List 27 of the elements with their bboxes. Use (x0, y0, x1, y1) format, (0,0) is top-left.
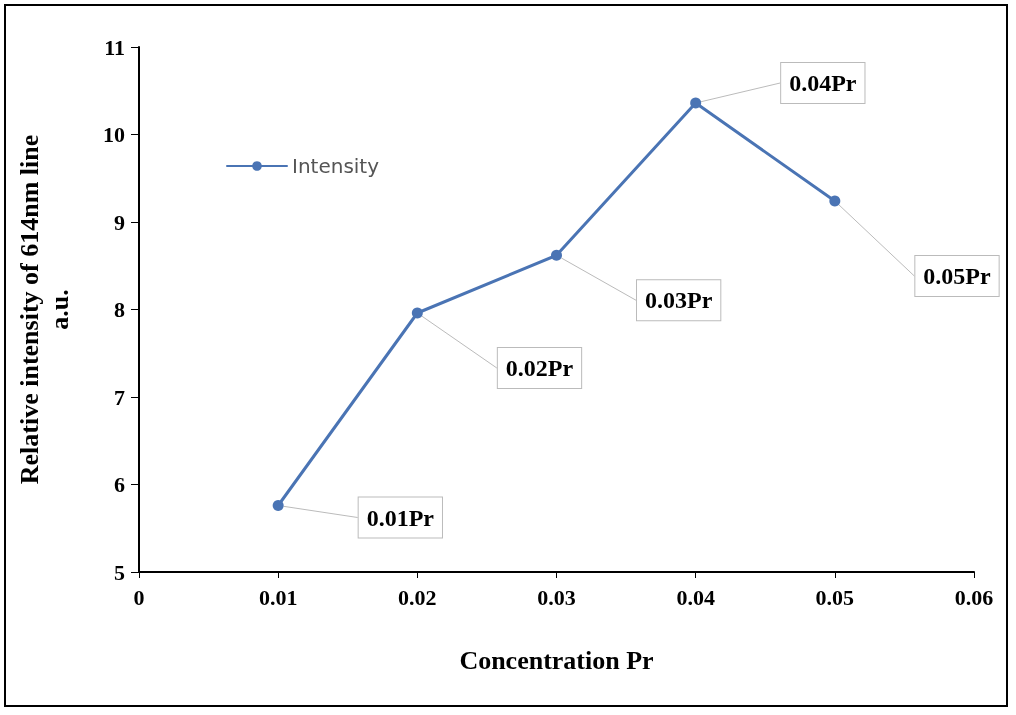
point (411, 307, 423, 319)
x-tick-label: 0.01 (258, 584, 298, 610)
y-tick-label: 10 (103, 122, 125, 147)
y-tick-label: 8 (114, 297, 125, 322)
y-tick-label: 5 (114, 559, 125, 585)
y-tick-label: 6 (114, 472, 125, 497)
annotation: 0.02Pr (505, 355, 574, 381)
y-axis-title: Relative intensity of 614nm line a.u. (14, 134, 74, 485)
annotation: 0.05Pr (923, 263, 991, 289)
x-axis-title: Concentration Pr (459, 645, 654, 675)
annotation: 0.01Pr (366, 504, 435, 531)
point (272, 500, 284, 511)
point (829, 195, 841, 207)
annotation: 0.03Pr (645, 287, 713, 314)
x-tick-label: 0.06 (954, 584, 994, 610)
x-tick-label: 0 (133, 584, 145, 610)
annotation: 0.04Pr (789, 70, 857, 96)
x-tick-label: 0.03 (537, 584, 576, 610)
point (551, 249, 562, 261)
x-tick-label: 0.02 (398, 584, 437, 610)
y-tick-label: 11 (104, 34, 125, 60)
x-tick-label: 0.05 (815, 584, 855, 610)
legend-label: Intensity (292, 154, 380, 178)
point (690, 97, 702, 109)
x-tick-label: 0.04 (676, 584, 715, 610)
y-tick-label: 7 (114, 384, 125, 410)
y-tick-label: 9 (114, 209, 125, 235)
